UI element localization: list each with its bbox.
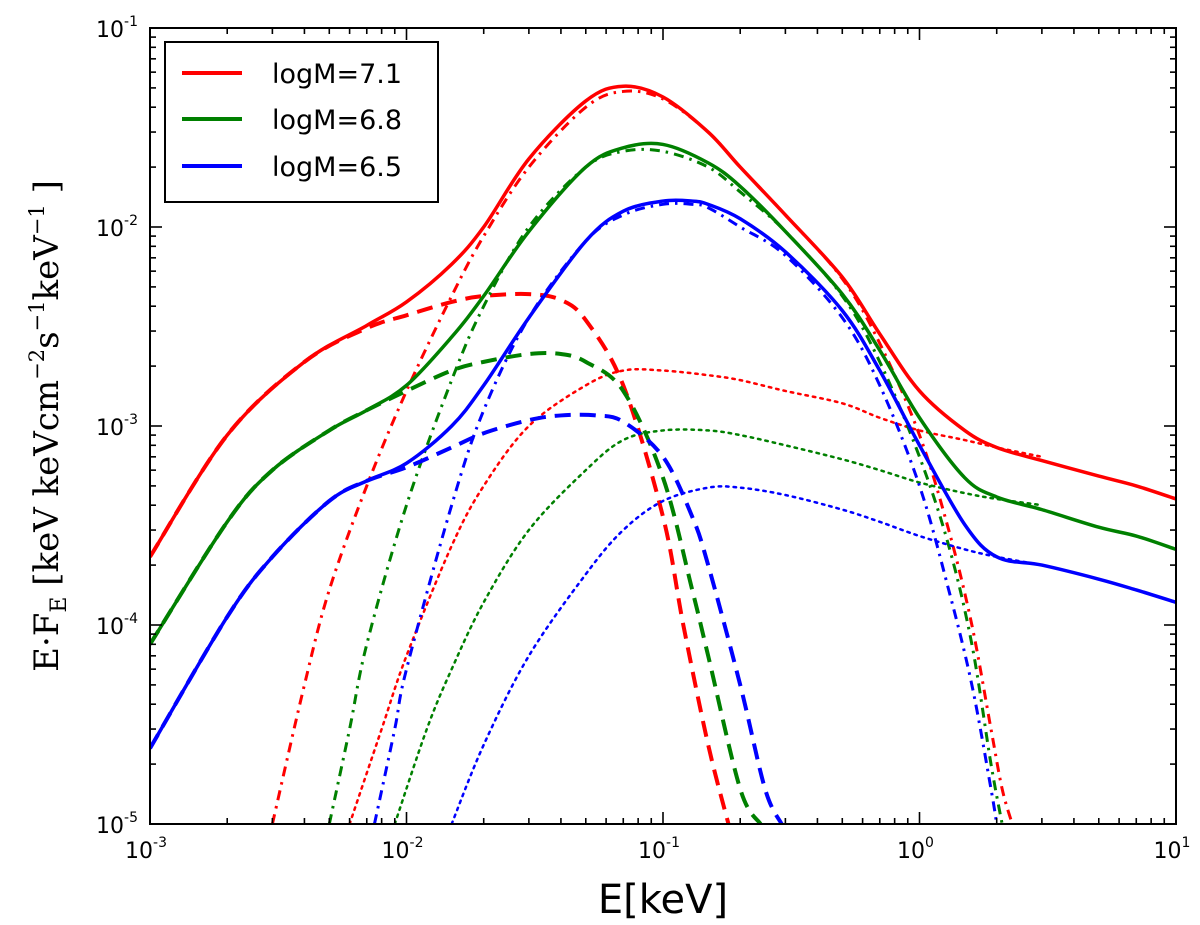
x-tick-label-base: 10 — [382, 839, 410, 864]
y-tick-label-exp: -2 — [124, 213, 138, 229]
series-logm-6-8-dashdot — [327, 147, 1004, 824]
y-tick-label: 10-2 — [96, 213, 138, 242]
y-tick-label: 10-4 — [96, 611, 138, 640]
y-axis-title-close: ] — [27, 180, 67, 204]
x-tick-label-exp: 0 — [925, 835, 934, 851]
plot-frame — [149, 27, 1177, 825]
y-axis-title-main: E·F — [27, 613, 67, 672]
y-tick-label: 10-3 — [96, 412, 138, 441]
x-tick-label-exp: -1 — [666, 835, 680, 851]
y-tick-label-exp: -1 — [124, 14, 138, 30]
y-axis-title-exp1: −2 — [25, 349, 49, 380]
y-tick-label-base: 10 — [96, 814, 124, 839]
legend-box — [164, 41, 439, 203]
y-axis-title-exp3: −1 — [25, 204, 49, 235]
y-tick-label-base: 10 — [96, 615, 124, 640]
legend: logM=7.1 logM=6.8 logM=6.5 — [164, 41, 439, 203]
y-axis-title-sub: E — [47, 597, 72, 613]
x-axis-title: E[keV] — [598, 877, 728, 923]
series-logm-7-1-dashed — [150, 291, 731, 824]
y-tick-label: 10-5 — [96, 810, 138, 839]
x-tick-label: 10-3 — [125, 835, 167, 864]
series-logm-7-1-dotted — [348, 367, 1044, 824]
y-tick-label-exp: -5 — [124, 810, 138, 826]
x-tick-label-exp: -2 — [410, 835, 424, 851]
y-axis-title-exp2: −1 — [25, 300, 49, 331]
x-tick-label: 10-2 — [382, 835, 424, 864]
y-axis-title-s: s — [27, 331, 67, 348]
series-logm-6-5-dotted — [450, 485, 1044, 824]
y-tick-label-exp: -4 — [124, 611, 138, 627]
x-tick-label: 101 — [1154, 835, 1191, 864]
y-tick-label-base: 10 — [96, 18, 124, 43]
series-logm-6-5-dashed — [150, 412, 784, 824]
legend-label-logm-6-8: logM=6.8 — [272, 105, 402, 136]
series-logm-6-8-dashed — [150, 351, 763, 824]
legend-label-logm-6-5: logM=6.5 — [272, 152, 402, 183]
x-tick-label-exp: 1 — [1182, 835, 1191, 851]
y-tick-label-base: 10 — [96, 217, 124, 242]
y-tick-label-base: 10 — [96, 416, 124, 441]
legend-label-logm-7-1: logM=7.1 — [272, 59, 402, 90]
x-tick-label-base: 10 — [125, 839, 153, 864]
x-tick-label-exp: -3 — [153, 835, 167, 851]
y-axis-title-units: [keV keVcm — [27, 380, 67, 597]
y-tick-label-exp: -3 — [124, 412, 138, 428]
x-tick-label-base: 10 — [897, 839, 925, 864]
y-axis-title-kev: keV — [27, 234, 67, 301]
x-tick-label: 10-1 — [638, 835, 680, 864]
series-layer — [150, 84, 1176, 824]
x-tick-label: 100 — [897, 835, 934, 864]
y-axis-title: E·FE [keV keVcm−2s−1keV−1 ] — [25, 180, 72, 672]
y-tick-label: 10-1 — [96, 14, 138, 43]
series-logm-6-8-dotted — [393, 428, 1044, 824]
x-tick-label-base: 10 — [638, 839, 666, 864]
x-tick-label-base: 10 — [1154, 839, 1182, 864]
